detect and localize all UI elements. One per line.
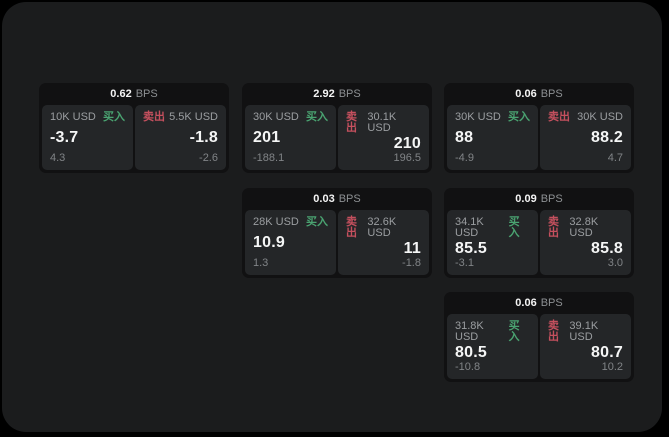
- sell-notional: 5.5K USD: [169, 111, 218, 123]
- buy-direction-label: 买入: [306, 111, 328, 123]
- buy-delta: -3.1: [455, 257, 474, 269]
- bps-unit-label: BPS: [338, 87, 361, 100]
- sell-delta: 3.0: [607, 257, 623, 269]
- buy-quote-tile[interactable]: 30K USD 买入 88 -4.9: [447, 105, 538, 170]
- buy-delta: -4.9: [455, 152, 474, 164]
- sell-direction-label: 卖出: [143, 111, 165, 123]
- sell-quote-tile[interactable]: 卖出 30K USD 88.2 4.7: [540, 105, 631, 170]
- quote-card-5: 0.09 BPS 34.1K USD 买入 85.5 -3.1 卖出 32.8K…: [444, 188, 634, 278]
- card-body: 28K USD 买入 10.9 1.3 卖出 32.6K USD 11 -1.8: [242, 210, 432, 278]
- sell-quote-tile[interactable]: 卖出 32.6K USD 11 -1.8: [338, 210, 429, 275]
- sell-price: 210: [393, 134, 421, 152]
- sell-delta: 4.7: [607, 152, 623, 164]
- buy-quote-tile[interactable]: 34.1K USD 买入 85.5 -3.1: [447, 210, 538, 275]
- bps-unit-label: BPS: [540, 87, 563, 100]
- buy-direction-label: 买入: [103, 111, 125, 123]
- quotes-panel: 0.62 BPS 10K USD 买入 -3.7 4.3 卖出 5.5K USD…: [2, 2, 662, 432]
- sell-quote-tile[interactable]: 卖出 5.5K USD -1.8 -2.6: [135, 105, 226, 170]
- quote-card-6: 0.06 BPS 31.8K USD 买入 80.5 -10.8 卖出 39.1…: [444, 292, 634, 382]
- buy-quote-tile[interactable]: 30K USD 买入 201 -188.1: [245, 105, 336, 170]
- buy-delta: -10.8: [455, 361, 481, 373]
- buy-notional: 28K USD: [253, 216, 299, 228]
- sell-notional: 32.6K USD: [367, 216, 397, 239]
- bps-value: 0.03: [313, 192, 335, 205]
- quote-card-4: 0.03 BPS 28K USD 买入 10.9 1.3 卖出 32.6K US…: [242, 188, 432, 278]
- buy-price: 85.5: [455, 239, 487, 257]
- card-header: 0.09 BPS: [444, 188, 634, 210]
- sell-notional: 39.1K USD: [569, 320, 599, 343]
- bps-unit-label: BPS: [540, 296, 563, 309]
- card-body: 31.8K USD 买入 80.5 -10.8 卖出 39.1K USD 80.…: [444, 314, 634, 382]
- sell-quote-tile[interactable]: 卖出 30.1K USD 210 196.5: [338, 105, 429, 170]
- buy-price: 10.9: [253, 234, 285, 251]
- buy-notional: 31.8K USD: [455, 320, 484, 343]
- card-header: 0.06 BPS: [444, 83, 634, 105]
- quote-card-2: 2.92 BPS 30K USD 买入 201 -188.1 卖出 30.1K …: [242, 83, 432, 173]
- quote-card-1: 0.62 BPS 10K USD 买入 -3.7 4.3 卖出 5.5K USD…: [39, 83, 229, 173]
- buy-direction-label: 买入: [508, 111, 530, 123]
- sell-delta: -1.8: [402, 257, 421, 269]
- buy-delta: -188.1: [253, 152, 285, 164]
- card-body: 30K USD 买入 88 -4.9 卖出 30K USD 88.2 4.7: [444, 105, 634, 173]
- sell-price: 11: [403, 239, 421, 257]
- bps-unit-label: BPS: [135, 87, 158, 100]
- buy-direction-label: 买入: [508, 320, 520, 343]
- buy-quote-tile[interactable]: 28K USD 买入 10.9 1.3: [245, 210, 336, 275]
- buy-direction-label: 买入: [306, 216, 328, 228]
- sell-delta: -2.6: [199, 152, 218, 164]
- sell-direction-label: 卖出: [548, 111, 570, 123]
- quote-card-3: 0.06 BPS 30K USD 买入 88 -4.9 卖出 30K USD 8…: [444, 83, 634, 173]
- buy-price: -3.7: [50, 129, 79, 146]
- sell-notional: 32.8K USD: [569, 216, 599, 239]
- buy-price: 201: [253, 129, 281, 146]
- sell-delta: 10.2: [601, 361, 623, 373]
- buy-notional: 34.1K USD: [455, 216, 484, 239]
- card-header: 0.03 BPS: [242, 188, 432, 210]
- sell-price: 85.8: [591, 239, 623, 257]
- sell-notional: 30.1K USD: [367, 111, 397, 134]
- buy-notional: 30K USD: [455, 111, 501, 123]
- bps-value: 0.06: [515, 87, 537, 100]
- bps-value: 2.92: [313, 87, 335, 100]
- sell-price: 88.2: [591, 129, 623, 146]
- sell-quote-tile[interactable]: 卖出 39.1K USD 80.7 10.2: [540, 314, 631, 379]
- card-header: 0.62 BPS: [39, 83, 229, 105]
- buy-delta: 4.3: [50, 152, 66, 164]
- card-body: 30K USD 买入 201 -188.1 卖出 30.1K USD 210 1…: [242, 105, 432, 173]
- card-header: 2.92 BPS: [242, 83, 432, 105]
- sell-price: -1.8: [189, 129, 218, 146]
- card-header: 0.06 BPS: [444, 292, 634, 314]
- sell-quote-tile[interactable]: 卖出 32.8K USD 85.8 3.0: [540, 210, 631, 275]
- buy-price: 80.5: [455, 343, 487, 361]
- bps-value: 0.09: [515, 192, 537, 205]
- sell-price: 80.7: [591, 343, 623, 361]
- bps-unit-label: BPS: [540, 192, 563, 205]
- buy-notional: 30K USD: [253, 111, 299, 123]
- buy-quote-tile[interactable]: 31.8K USD 买入 80.5 -10.8: [447, 314, 538, 379]
- sell-direction-label: 卖出: [346, 216, 357, 239]
- bps-value: 0.06: [515, 296, 537, 309]
- sell-notional: 30K USD: [577, 111, 623, 123]
- buy-quote-tile[interactable]: 10K USD 买入 -3.7 4.3: [42, 105, 133, 170]
- card-body: 34.1K USD 买入 85.5 -3.1 卖出 32.8K USD 85.8…: [444, 210, 634, 278]
- bps-unit-label: BPS: [338, 192, 361, 205]
- sell-direction-label: 卖出: [548, 320, 559, 343]
- bps-value: 0.62: [110, 87, 132, 100]
- buy-price: 88: [455, 129, 474, 146]
- buy-delta: 1.3: [253, 257, 269, 269]
- buy-direction-label: 买入: [508, 216, 520, 239]
- buy-notional: 10K USD: [50, 111, 96, 123]
- sell-direction-label: 卖出: [346, 111, 357, 134]
- sell-direction-label: 卖出: [548, 216, 559, 239]
- card-body: 10K USD 买入 -3.7 4.3 卖出 5.5K USD -1.8 -2.…: [39, 105, 229, 173]
- sell-delta: 196.5: [393, 152, 421, 164]
